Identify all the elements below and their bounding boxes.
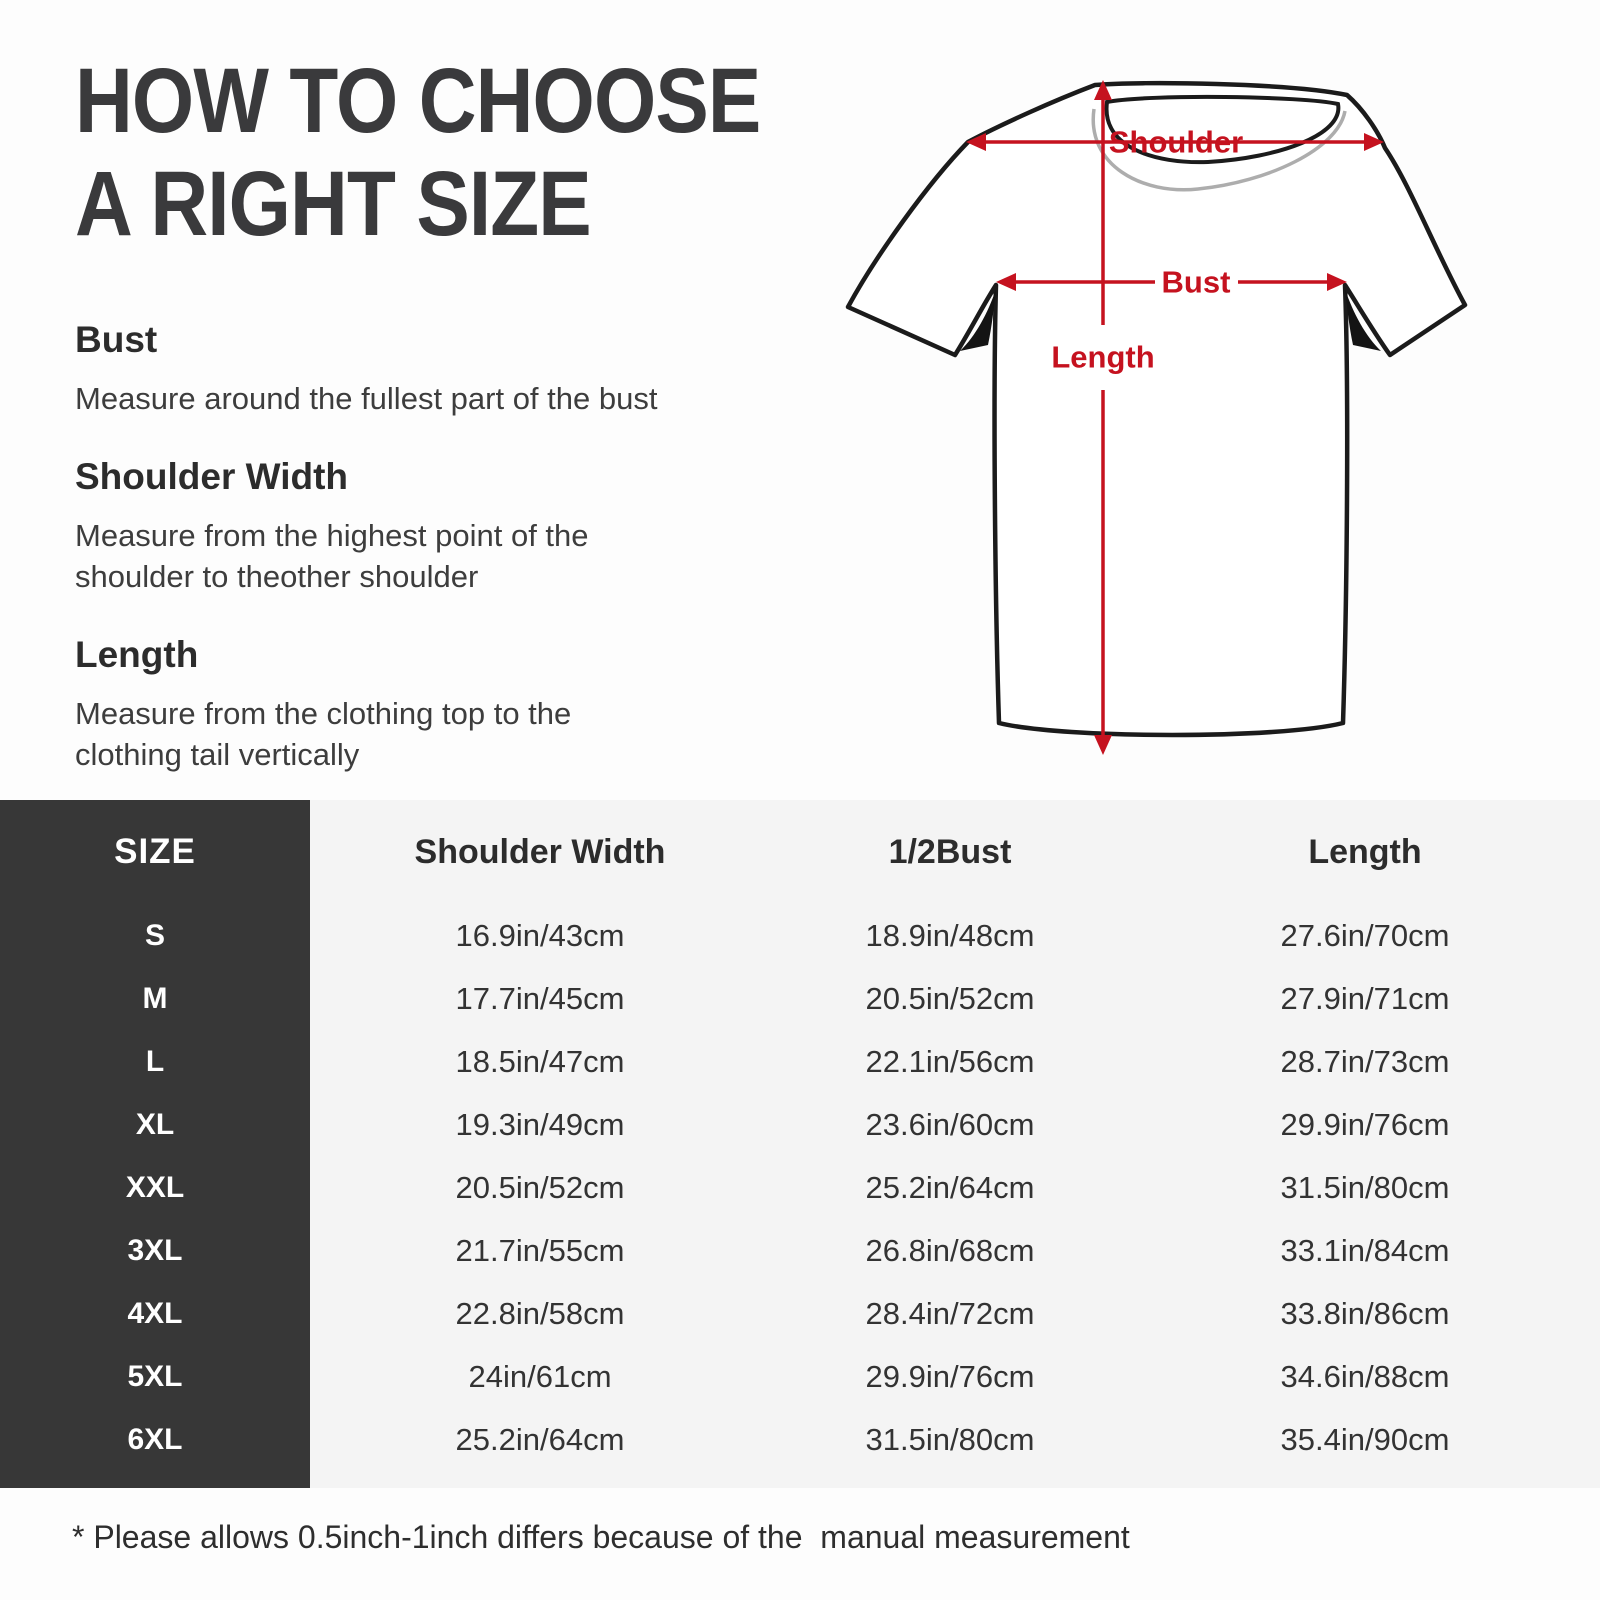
right-armpit-shadow <box>1345 289 1381 351</box>
shoulder-width-value: 21.7in/55cm <box>455 1232 625 1268</box>
length-label: Length <box>1051 340 1154 375</box>
size-label: XL <box>135 1107 175 1141</box>
size-column-background <box>0 800 310 1488</box>
header-shoulder-width: Shoulder Width <box>414 832 666 871</box>
instruction-length-text-line1: Measure from the clothing top to the <box>75 696 572 731</box>
shoulder-width-value: 18.5in/47cm <box>455 1043 625 1079</box>
size-table-grid: SIZE Shoulder Width 1/2Bust Length S 16.… <box>0 800 1600 1471</box>
bust-label: Bust <box>1162 265 1231 300</box>
half-bust-value: 23.6in/60cm <box>865 1106 1035 1142</box>
half-bust-value: 26.8in/68cm <box>865 1232 1035 1268</box>
size-label: 6XL <box>127 1422 183 1456</box>
length-value: 35.4in/90cm <box>1280 1421 1450 1457</box>
instruction-bust-heading: Bust <box>75 319 158 360</box>
instruction-bust-text: Measure around the fullest part of the b… <box>75 381 658 416</box>
page-title-line1: HOW TO CHOOSE <box>75 50 761 152</box>
header-length: Length <box>1308 832 1422 871</box>
shoulder-width-value: 20.5in/52cm <box>455 1169 625 1205</box>
size-label: 5XL <box>127 1359 183 1393</box>
length-value: 33.1in/84cm <box>1280 1232 1450 1268</box>
size-label: 3XL <box>127 1233 183 1267</box>
half-bust-value: 28.4in/72cm <box>865 1295 1035 1331</box>
length-value: 33.8in/86cm <box>1280 1295 1450 1331</box>
measurement-instructions: Bust Measure around the fullest part of … <box>75 318 735 811</box>
shoulder-arrow <box>966 133 1384 151</box>
size-label: L <box>145 1044 165 1078</box>
shoulder-label: Shoulder <box>1109 125 1243 160</box>
neck-opening <box>1104 94 1341 165</box>
half-bust-value: 31.5in/80cm <box>865 1421 1035 1457</box>
half-bust-value: 25.2in/64cm <box>865 1169 1035 1205</box>
page-title-line2: A RIGHT SIZE <box>75 153 592 255</box>
length-value: 29.9in/76cm <box>1280 1106 1450 1142</box>
half-bust-value: 29.9in/76cm <box>865 1358 1035 1394</box>
instruction-shoulder-text-line2: shoulder to theother shoulder <box>75 559 479 594</box>
header-size: SIZE <box>114 832 196 871</box>
tshirt-measurement-diagram: Shoulder Bust Length <box>845 80 1468 755</box>
shoulder-width-value: 24in/61cm <box>468 1358 612 1394</box>
instruction-shoulder-text-line1: Measure from the highest point of the <box>75 518 589 553</box>
instruction-length: Length Measure from the clothing top to … <box>75 633 735 775</box>
tshirt-outline <box>845 80 1468 738</box>
instruction-bust: Bust Measure around the fullest part of … <box>75 318 735 419</box>
size-label: M <box>142 981 168 1015</box>
size-table: SIZE Shoulder Width 1/2Bust Length S 16.… <box>0 800 1600 1488</box>
left-armpit-shadow <box>960 289 996 351</box>
bust-arrow <box>996 273 1347 291</box>
instruction-shoulder-heading: Shoulder Width <box>75 456 349 497</box>
measurement-disclaimer: * Please allows 0.5inch-1inch differs be… <box>72 1519 1130 1555</box>
half-bust-value: 22.1in/56cm <box>865 1043 1035 1079</box>
shoulder-width-value: 19.3in/49cm <box>455 1106 625 1142</box>
page-title: HOW TO CHOOSE A RIGHT SIZE <box>75 50 863 256</box>
half-bust-value: 18.9in/48cm <box>865 917 1035 953</box>
size-label: XXL <box>125 1170 185 1204</box>
half-bust-value: 20.5in/52cm <box>865 980 1035 1016</box>
instruction-length-text-line2: clothing tail vertically <box>75 737 360 772</box>
instruction-length-heading: Length <box>75 634 199 675</box>
length-arrow <box>1094 80 1112 755</box>
shoulder-width-value: 17.7in/45cm <box>455 980 625 1016</box>
size-label: S <box>144 918 165 952</box>
length-value: 34.6in/88cm <box>1280 1358 1450 1394</box>
shoulder-width-value: 25.2in/64cm <box>455 1421 625 1457</box>
shoulder-width-value: 16.9in/43cm <box>455 917 625 953</box>
length-value: 28.7in/73cm <box>1280 1043 1450 1079</box>
length-value: 27.9in/71cm <box>1280 980 1450 1016</box>
length-value: 27.6in/70cm <box>1280 917 1450 953</box>
shoulder-width-value: 22.8in/58cm <box>455 1295 625 1331</box>
length-value: 31.5in/80cm <box>1280 1169 1450 1205</box>
header-half-bust: 1/2Bust <box>888 832 1012 871</box>
instruction-shoulder-width: Shoulder Width Measure from the highest … <box>75 455 735 597</box>
size-label: 4XL <box>127 1296 183 1330</box>
